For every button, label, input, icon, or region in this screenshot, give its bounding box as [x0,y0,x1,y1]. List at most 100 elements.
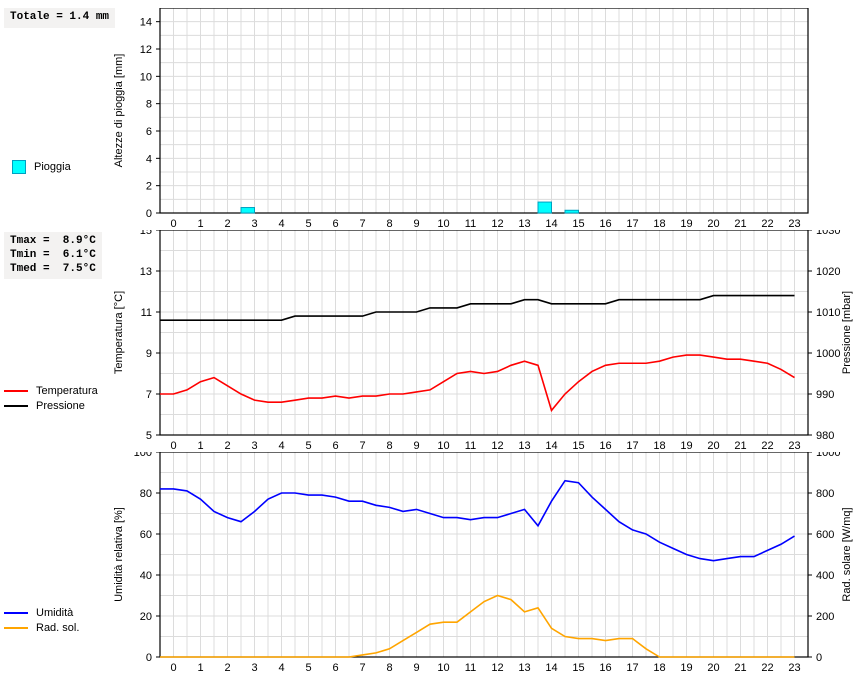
svg-text:12: 12 [140,44,152,56]
svg-text:Umidità relativa [%]: Umidità relativa [%] [113,507,125,602]
panel2-svg: 0123456789101112131415161718192021222357… [0,230,860,465]
legend-label: Pioggia [34,161,71,173]
svg-text:100: 100 [134,452,152,459]
svg-text:15: 15 [572,218,584,230]
svg-text:20: 20 [140,611,152,623]
svg-text:0: 0 [170,218,176,230]
legend-rad-sol-: Rad. sol. [4,622,79,634]
svg-text:11: 11 [465,218,476,230]
svg-text:8: 8 [146,99,152,111]
svg-text:10: 10 [437,218,449,230]
svg-text:15: 15 [572,662,584,674]
svg-text:4: 4 [278,218,284,230]
svg-text:400: 400 [816,570,834,582]
svg-text:16: 16 [599,440,611,452]
svg-text:2: 2 [224,218,230,230]
svg-text:2: 2 [224,440,230,452]
svg-text:3: 3 [251,440,257,452]
svg-text:8: 8 [386,440,392,452]
svg-text:600: 600 [816,529,834,541]
svg-text:19: 19 [680,440,692,452]
svg-text:16: 16 [599,662,611,674]
svg-text:3: 3 [251,662,257,674]
legend-label: Pressione [36,400,85,412]
svg-text:0: 0 [170,662,176,674]
svg-text:23: 23 [788,218,800,230]
svg-text:6: 6 [146,126,152,138]
svg-text:18: 18 [653,218,665,230]
svg-text:18: 18 [653,662,665,674]
svg-text:21: 21 [734,440,746,452]
legend-temperatura: Temperatura [4,385,98,397]
rain-bar [565,210,579,213]
svg-text:1010: 1010 [816,307,840,319]
svg-text:22: 22 [761,440,773,452]
svg-text:9: 9 [413,218,419,230]
svg-text:22: 22 [761,662,773,674]
svg-text:7: 7 [359,218,365,230]
legend-label: Temperatura [36,385,98,397]
svg-text:13: 13 [518,440,530,452]
svg-text:40: 40 [140,570,152,582]
svg-text:5: 5 [305,440,311,452]
svg-text:2: 2 [146,181,152,193]
legend-umidit-: Umidità [4,607,73,619]
svg-text:14: 14 [545,662,557,674]
svg-text:Rad. solare [W/mq]: Rad. solare [W/mq] [841,507,853,601]
svg-text:1: 1 [197,440,203,452]
svg-text:4: 4 [278,440,284,452]
svg-text:80: 80 [140,488,152,500]
svg-text:14: 14 [545,218,557,230]
svg-text:15: 15 [140,230,152,237]
svg-text:17: 17 [626,218,638,230]
svg-text:14: 14 [140,17,152,29]
svg-text:13: 13 [518,218,530,230]
svg-text:15: 15 [572,440,584,452]
svg-text:7: 7 [359,440,365,452]
svg-text:1030: 1030 [816,230,840,237]
svg-text:13: 13 [140,266,152,278]
svg-text:4: 4 [146,153,152,165]
svg-text:0: 0 [170,440,176,452]
svg-text:800: 800 [816,488,834,500]
svg-text:12: 12 [491,662,503,674]
svg-text:19: 19 [680,218,692,230]
panel1-svg: 0123456789101112131415161718192021222302… [0,8,860,243]
legend-pioggia: Pioggia [12,160,71,174]
rain-bar [241,208,255,213]
svg-text:1020: 1020 [816,266,840,278]
svg-text:11: 11 [141,307,152,319]
svg-text:200: 200 [816,611,834,623]
svg-text:Altezze di pioggia [mm]: Altezze di pioggia [mm] [113,54,125,168]
svg-text:20: 20 [707,440,719,452]
rain-bar [538,202,552,213]
svg-text:9: 9 [146,348,152,360]
svg-text:5: 5 [305,218,311,230]
svg-text:7: 7 [146,389,152,401]
svg-text:21: 21 [734,662,746,674]
svg-text:10: 10 [140,71,152,83]
svg-text:1000: 1000 [816,452,840,459]
svg-text:7: 7 [359,662,365,674]
svg-text:6: 6 [332,440,338,452]
svg-text:2: 2 [224,662,230,674]
legend-pressione: Pressione [4,400,85,412]
svg-text:12: 12 [491,218,503,230]
svg-text:5: 5 [305,662,311,674]
svg-text:22: 22 [761,218,773,230]
radsol-line [160,596,795,658]
info-temp-stats: Tmax = 8.9°CTmin = 6.1°CTmed = 7.5°C [4,232,102,279]
svg-text:23: 23 [788,662,800,674]
svg-text:11: 11 [465,662,476,674]
svg-text:980: 980 [816,430,834,442]
svg-text:17: 17 [626,662,638,674]
svg-text:60: 60 [140,529,152,541]
svg-text:990: 990 [816,389,834,401]
svg-text:Temperatura [°C]: Temperatura [°C] [113,291,125,374]
svg-text:21: 21 [734,218,746,230]
svg-text:4: 4 [278,662,284,674]
svg-text:13: 13 [518,662,530,674]
svg-text:11: 11 [465,440,476,452]
info-rain-total: Totale = 1.4 mm [4,8,115,28]
svg-text:17: 17 [626,440,638,452]
